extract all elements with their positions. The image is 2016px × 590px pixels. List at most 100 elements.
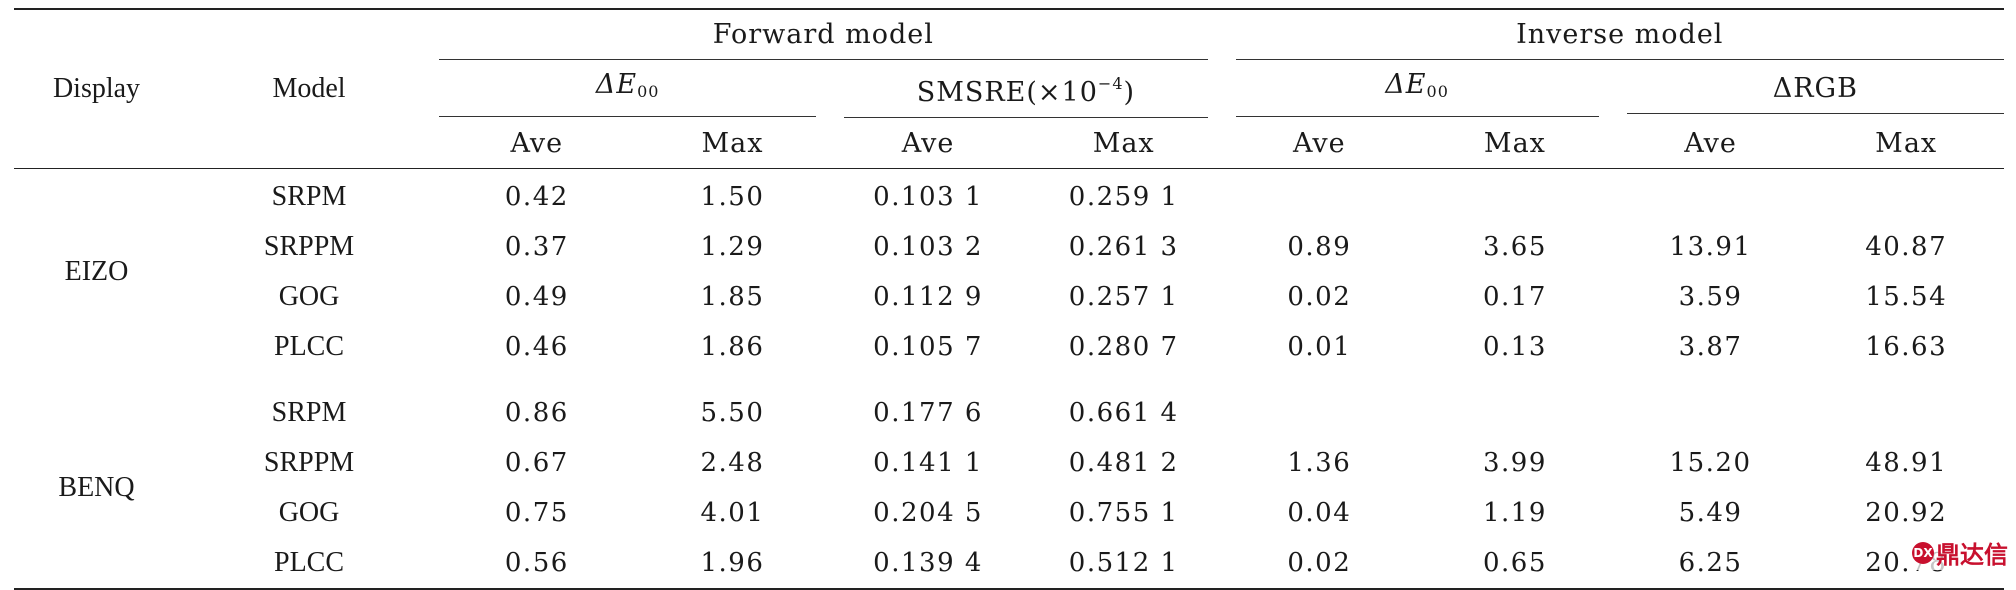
fwd-sm-ave: 0.112 9 <box>873 282 983 312</box>
table-row: SRPPM 0.37 1.29 0.103 2 0.261 3 0.89 3.6… <box>14 222 2004 272</box>
inv-rgb-ave: 6.25 <box>1612 538 1809 590</box>
inv-de-ave <box>1222 169 1418 223</box>
header-inverse-delta-e: ΔE00 <box>1222 60 1613 118</box>
fwd-sm-ave: 0.103 2 <box>873 232 983 262</box>
fwd-sm-ave: 0.204 5 <box>873 498 983 528</box>
fwd-de-ave: 0.86 <box>504 398 569 428</box>
fwd-sm-max: 0.755 1 <box>1068 498 1179 528</box>
header-model: Model <box>179 8 440 169</box>
model-cell: PLCC <box>179 538 440 590</box>
fwd-de-ave: 0.56 <box>439 538 635 590</box>
inv-de-ave: 0.89 <box>1287 232 1352 262</box>
model-cell: PLCC <box>274 331 345 362</box>
fwd-sm-max: 0.259 1 <box>1068 182 1179 212</box>
inv-rgb-ave <box>1613 372 1809 438</box>
fwd-sm-ave: 0.105 7 <box>873 332 983 362</box>
header-fwd-sm-max: Max <box>1025 118 1222 169</box>
inv-de-max: 3.65 <box>1482 232 1547 262</box>
data-table-container: Display Model Forward model Inverse mode… <box>14 8 2004 590</box>
fwd-sm-max: 0.661 4 <box>1068 398 1179 428</box>
inv-de-max: 1.19 <box>1482 498 1547 528</box>
inv-de-ave: 0.04 <box>1287 498 1352 528</box>
display-eizo: EIZO <box>64 256 129 287</box>
inv-rgb-max: 48.91 <box>1865 448 1948 478</box>
model-cell: SRPM <box>271 181 347 212</box>
inv-rgb-max <box>1808 169 2004 223</box>
header-model-label: Model <box>272 73 346 104</box>
inv-de-max: 0.13 <box>1482 332 1547 362</box>
fwd-sm-max: 0.512 1 <box>1025 538 1222 590</box>
inv-rgb-ave: 5.49 <box>1678 498 1743 528</box>
header-inv-rgb-max: Max <box>1808 118 2004 169</box>
header-forward-delta-e: ΔE00 <box>439 60 830 118</box>
header-delta-rgb-label: ΔRGB <box>1772 72 1858 104</box>
inv-rgb-max: 16.63 <box>1865 332 1948 362</box>
display-benq: BENQ <box>14 372 180 590</box>
fwd-sm-ave: 0.177 6 <box>873 398 983 428</box>
header-inv-rgb-ave: Ave <box>1612 118 1809 169</box>
inv-de-ave <box>1222 372 1418 438</box>
fwd-sm-ave: 0.139 4 <box>830 538 1026 590</box>
table-row: PLCC 0.56 1.96 0.139 4 0.512 1 0.02 0.65… <box>14 538 2004 590</box>
header-forward-model: Forward model <box>439 8 1222 60</box>
header-inverse-delta-e-label: ΔE <box>1385 69 1427 100</box>
fwd-de-max: 4.01 <box>700 498 765 528</box>
inv-rgb-max: 20.92 <box>1865 498 1948 528</box>
table-row: GOG 0.49 1.85 0.112 9 0.257 1 0.02 0.17 … <box>14 272 2004 322</box>
table-row: PLCC 0.46 1.86 0.105 7 0.280 7 0.01 0.13… <box>14 322 2004 372</box>
fwd-de-max: 5.50 <box>700 398 765 428</box>
fwd-de-max: 1.50 <box>700 182 765 212</box>
header-fwd-de-max: Max <box>634 118 831 169</box>
header-smsre-close: ) <box>1123 77 1136 108</box>
fwd-de-ave: 0.42 <box>504 182 569 212</box>
fwd-de-max: 2.48 <box>700 448 765 478</box>
inv-de-max <box>1417 372 1613 438</box>
model-cell: SRPM <box>271 397 347 428</box>
model-cell: SRPPM <box>263 231 355 262</box>
fwd-de-ave: 0.49 <box>504 282 569 312</box>
model-cell: GOG <box>278 281 340 312</box>
header-inverse-delta-e-sub: 00 <box>1426 82 1449 101</box>
header-smsre-label: SMSRE(×10 <box>916 77 1098 108</box>
inv-de-max: 0.65 <box>1417 538 1613 590</box>
table-row: EIZO SRPM 0.42 1.50 0.103 1 0.259 1 <box>14 169 2004 287</box>
inv-de-ave: 1.36 <box>1287 448 1352 478</box>
fwd-de-max: 1.96 <box>634 538 831 590</box>
header-smsre-exp: −4 <box>1097 74 1124 93</box>
fwd-de-max: 1.86 <box>700 332 765 362</box>
fwd-de-ave: 0.75 <box>504 498 569 528</box>
inv-de-ave: 0.02 <box>1287 282 1352 312</box>
inv-rgb-max: 40.87 <box>1865 232 1948 262</box>
fwd-de-ave: 0.67 <box>504 448 569 478</box>
inv-de-ave: 0.01 <box>1287 332 1352 362</box>
inv-rgb-max <box>1808 372 2004 438</box>
inv-rgb-ave: 3.59 <box>1678 282 1743 312</box>
header-smsre: SMSRE(×10−4) <box>830 60 1221 118</box>
table-body: EIZO SRPM 0.42 1.50 0.103 1 0.259 1 SRPP… <box>14 169 2004 590</box>
header-inv-de-ave: Ave <box>1221 118 1418 169</box>
fwd-sm-ave: 0.141 1 <box>873 448 983 478</box>
header-delta-rgb: ΔRGB <box>1613 60 2004 118</box>
fwd-de-max: 1.85 <box>700 282 765 312</box>
inv-rgb-ave: 15.20 <box>1669 448 1752 478</box>
inv-rgb-max: 15.54 <box>1865 282 1948 312</box>
header-inverse-label: Inverse model <box>1516 18 1724 50</box>
table-header: Display Model Forward model Inverse mode… <box>14 8 2004 169</box>
inv-de-max: 3.99 <box>1482 448 1547 478</box>
watermark-logo-icon: DX <box>1912 541 1934 564</box>
header-fwd-sm-ave: Ave <box>830 118 1026 169</box>
inv-de-max <box>1417 169 1613 223</box>
fwd-de-max: 1.29 <box>700 232 765 262</box>
header-display-label: Display <box>52 73 141 104</box>
header-fwd-de-ave: Ave <box>439 118 635 169</box>
watermark: DX 鼎达信 <box>1910 535 2010 570</box>
header-inv-de-max: Max <box>1417 118 1613 169</box>
header-forward-delta-e-sub: 00 <box>637 82 660 101</box>
fwd-sm-max: 0.257 1 <box>1068 282 1179 312</box>
results-table: Display Model Forward model Inverse mode… <box>14 8 2004 590</box>
model-cell: SRPPM <box>263 447 355 478</box>
watermark-text: 鼎达信 <box>1936 541 2008 569</box>
header-display: Display <box>14 8 180 169</box>
inv-de-ave: 0.02 <box>1221 538 1418 590</box>
fwd-sm-ave: 0.103 1 <box>873 182 983 212</box>
